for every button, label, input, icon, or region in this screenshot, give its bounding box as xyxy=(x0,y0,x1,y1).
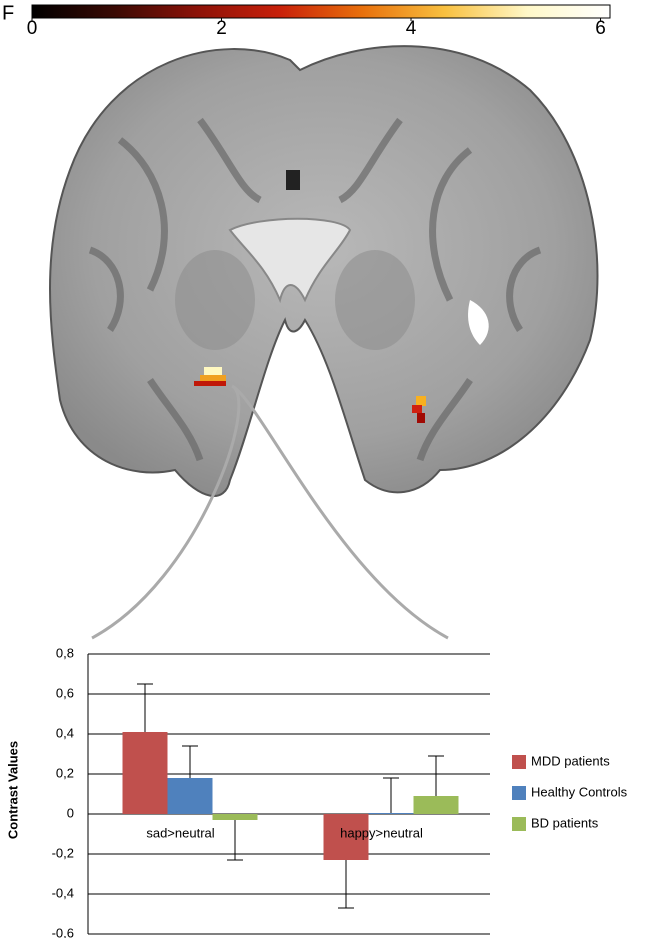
bar xyxy=(368,813,414,814)
panel-label: F xyxy=(2,2,14,24)
legend-label: MDD patients xyxy=(531,753,610,768)
y-tick-label: 0,8 xyxy=(56,645,74,660)
bar xyxy=(122,732,168,814)
y-tick-label: 0,6 xyxy=(56,685,74,700)
y-tick-label: 0 xyxy=(67,805,74,820)
y-tick-label: -0,6 xyxy=(52,925,74,938)
brain-image xyxy=(49,45,599,640)
legend-swatch xyxy=(512,755,526,769)
bar xyxy=(413,796,459,814)
colorbar xyxy=(31,4,611,19)
y-tick-label: 0,4 xyxy=(56,725,74,740)
x-tick-label: 2 xyxy=(216,18,227,39)
y-tick-label: -0,2 xyxy=(52,845,74,860)
bar xyxy=(167,778,213,814)
x-tick-label: 6 xyxy=(595,18,606,39)
legend-swatch xyxy=(512,786,526,800)
y-tick-label: 0,2 xyxy=(56,765,74,780)
y-axis-label: Contrast Values xyxy=(5,741,20,839)
legend-swatch xyxy=(512,817,526,831)
bar xyxy=(323,814,369,860)
y-tick-label: -0,4 xyxy=(52,885,74,900)
bar xyxy=(212,814,258,820)
x-tick-label: 4 xyxy=(406,18,417,39)
x-tick-label: 0 xyxy=(27,18,38,39)
category-label: sad>neutral xyxy=(146,825,214,840)
legend-label: BD patients xyxy=(531,815,599,830)
legend-label: Healthy Controls xyxy=(531,784,628,799)
category-label: happy>neutral xyxy=(340,825,423,840)
